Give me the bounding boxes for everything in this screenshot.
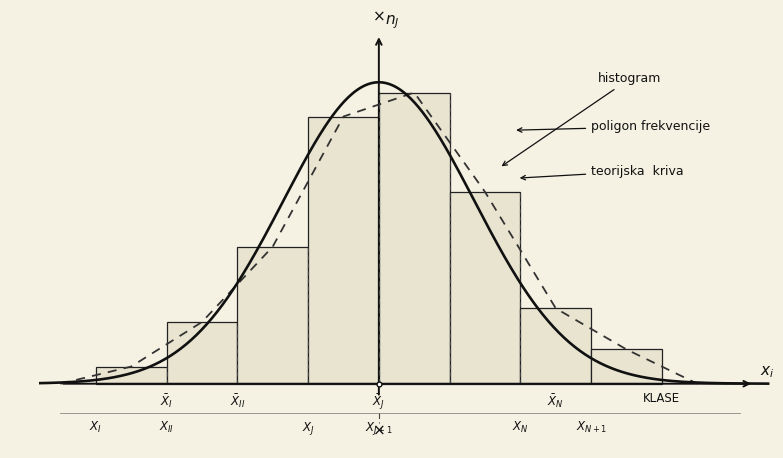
Text: $\bar{X}_{II}$: $\bar{X}_{II}$ xyxy=(229,393,245,410)
Bar xyxy=(379,93,449,384)
Text: $\bar{X}_J$: $\bar{X}_J$ xyxy=(373,393,385,412)
Text: teorijska  kriva: teorijska kriva xyxy=(521,165,684,180)
Text: $x_i$: $x_i$ xyxy=(760,365,774,380)
Bar xyxy=(521,308,591,384)
Text: $\bar{X}_I$: $\bar{X}_I$ xyxy=(160,393,173,410)
Text: KLASE: KLASE xyxy=(644,393,680,405)
Text: poligon frekvencije: poligon frekvencije xyxy=(518,120,710,133)
Text: $n_J$: $n_J$ xyxy=(384,13,399,31)
Text: $X_I$: $X_I$ xyxy=(89,420,102,435)
Bar xyxy=(591,349,662,384)
Text: $X_{J+1}$: $X_{J+1}$ xyxy=(365,420,392,436)
Bar xyxy=(167,322,237,384)
Text: $\bar{X}_N$: $\bar{X}_N$ xyxy=(547,393,564,410)
Text: histogram: histogram xyxy=(503,72,662,165)
Text: $X_J$: $X_J$ xyxy=(301,420,315,436)
Bar xyxy=(237,247,308,384)
Bar xyxy=(96,366,167,384)
Text: $X_{N+1}$: $X_{N+1}$ xyxy=(576,420,607,435)
Bar xyxy=(449,192,521,384)
Text: ×: × xyxy=(373,423,385,438)
Bar xyxy=(308,116,379,384)
Text: $X_{II}$: $X_{II}$ xyxy=(159,420,174,435)
Text: ×: × xyxy=(373,9,385,24)
Text: $X_N$: $X_N$ xyxy=(512,420,529,435)
